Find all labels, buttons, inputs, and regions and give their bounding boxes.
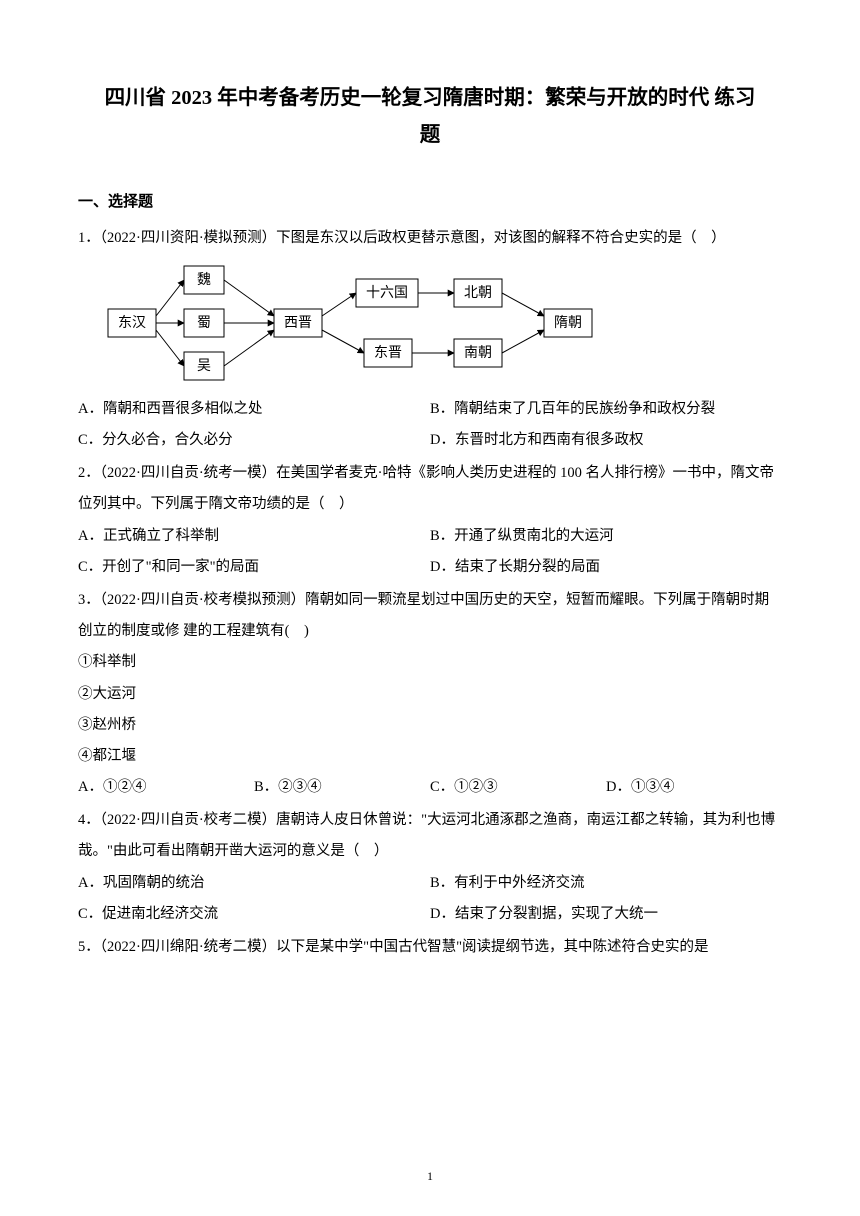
q1-optA: A．隋朝和西晋很多相似之处 bbox=[78, 394, 430, 425]
dynasty-flowchart: 东汉 魏 蜀 吴 西晋 十六国 东晋 北朝 南朝 隋朝 bbox=[106, 260, 606, 386]
q3-item-1: ①科举制 bbox=[78, 647, 782, 678]
q3-optA: A．①②④ bbox=[78, 772, 254, 803]
document-title: 四川省 2023 年中考备考历史一轮复习隋唐时期：繁荣与开放的时代 练习 题 bbox=[78, 80, 782, 154]
q5-stem: 5．（2022·四川绵阳·统考二模）以下是某中学"中国古代智慧"阅读提纲节选，其… bbox=[78, 932, 782, 963]
q2-optA: A．正式确立了科举制 bbox=[78, 521, 430, 552]
question-4: 4．（2022·四川自贡·校考二模）唐朝诗人皮日休曾说："大运河北通涿郡之渔商，… bbox=[78, 805, 782, 930]
q3-items: ①科举制 ②大运河 ③赵州桥 ④都江堰 bbox=[78, 647, 782, 772]
node-suichao: 隋朝 bbox=[554, 315, 582, 331]
node-beichao: 北朝 bbox=[464, 285, 492, 301]
q3-item-3: ③赵州桥 bbox=[78, 710, 782, 741]
q4-optB: B．有利于中外经济交流 bbox=[430, 868, 782, 899]
q1-options-row1: A．隋朝和西晋很多相似之处 B．隋朝结束了几百年的民族纷争和政权分裂 bbox=[78, 394, 782, 425]
node-nanchao: 南朝 bbox=[464, 345, 492, 361]
node-wu: 吴 bbox=[197, 359, 211, 374]
q1-optC: C．分久必合，合久必分 bbox=[78, 425, 430, 456]
node-wei: 魏 bbox=[197, 272, 211, 288]
q3-optC: C．①②③ bbox=[430, 772, 606, 803]
node-dongjin: 东晋 bbox=[374, 345, 402, 361]
q2-options-row2: C．开创了"和同一家"的局面 D．结束了长期分裂的局面 bbox=[78, 552, 782, 583]
q4-optA: A．巩固隋朝的统治 bbox=[78, 868, 430, 899]
q2-options-row1: A．正式确立了科举制 B．开通了纵贯南北的大运河 bbox=[78, 521, 782, 552]
title-line-2: 题 bbox=[78, 117, 782, 154]
q2-optC: C．开创了"和同一家"的局面 bbox=[78, 552, 430, 583]
node-shu: 蜀 bbox=[197, 316, 211, 331]
q4-options-row1: A．巩固隋朝的统治 B．有利于中外经济交流 bbox=[78, 868, 782, 899]
q3-item-4: ④都江堰 bbox=[78, 741, 782, 772]
node-shiliuguo: 十六国 bbox=[366, 285, 408, 301]
question-2: 2．（2022·四川自贡·统考一模）在美国学者麦克·哈特《影响人类历史进程的 1… bbox=[78, 458, 782, 583]
q3-item-2: ②大运河 bbox=[78, 679, 782, 710]
q1-diagram: 东汉 魏 蜀 吴 西晋 十六国 东晋 北朝 南朝 隋朝 bbox=[106, 260, 782, 386]
q1-optD: D．东晋时北方和西南有很多政权 bbox=[430, 425, 782, 456]
q3-stem: 3．（2022·四川自贡·校考模拟预测）隋朝如同一颗流星划过中国历史的天空，短暂… bbox=[78, 585, 782, 647]
q4-options-row2: C．促进南北经济交流 D．结束了分裂割据，实现了大统一 bbox=[78, 899, 782, 930]
q3-options: A．①②④ B．②③④ C．①②③ D．①③④ bbox=[78, 772, 782, 803]
q2-stem: 2．（2022·四川自贡·统考一模）在美国学者麦克·哈特《影响人类历史进程的 1… bbox=[78, 458, 782, 520]
question-3: 3．（2022·四川自贡·校考模拟预测）隋朝如同一颗流星划过中国历史的天空，短暂… bbox=[78, 585, 782, 803]
q4-optD: D．结束了分裂割据，实现了大统一 bbox=[430, 899, 782, 930]
q3-optB: B．②③④ bbox=[254, 772, 430, 803]
q4-stem: 4．（2022·四川自贡·校考二模）唐朝诗人皮日休曾说："大运河北通涿郡之渔商，… bbox=[78, 805, 782, 867]
q3-optD: D．①③④ bbox=[606, 772, 782, 803]
q1-optB: B．隋朝结束了几百年的民族纷争和政权分裂 bbox=[430, 394, 782, 425]
node-donghan: 东汉 bbox=[118, 315, 146, 331]
section-heading: 一、选择题 bbox=[78, 190, 782, 211]
question-5: 5．（2022·四川绵阳·统考二模）以下是某中学"中国古代智慧"阅读提纲节选，其… bbox=[78, 932, 782, 963]
q4-optC: C．促进南北经济交流 bbox=[78, 899, 430, 930]
q2-optD: D．结束了长期分裂的局面 bbox=[430, 552, 782, 583]
page-number: 1 bbox=[0, 1169, 860, 1184]
question-1: 1．（2022·四川资阳·模拟预测）下图是东汉以后政权更替示意图，对该图的解释不… bbox=[78, 223, 782, 457]
q2-optB: B．开通了纵贯南北的大运河 bbox=[430, 521, 782, 552]
q1-options-row2: C．分久必合，合久必分 D．东晋时北方和西南有很多政权 bbox=[78, 425, 782, 456]
title-line-1: 四川省 2023 年中考备考历史一轮复习隋唐时期：繁荣与开放的时代 练习 bbox=[78, 80, 782, 117]
q1-stem: 1．（2022·四川资阳·模拟预测）下图是东汉以后政权更替示意图，对该图的解释不… bbox=[78, 223, 782, 254]
node-xijin: 西晋 bbox=[284, 316, 312, 331]
